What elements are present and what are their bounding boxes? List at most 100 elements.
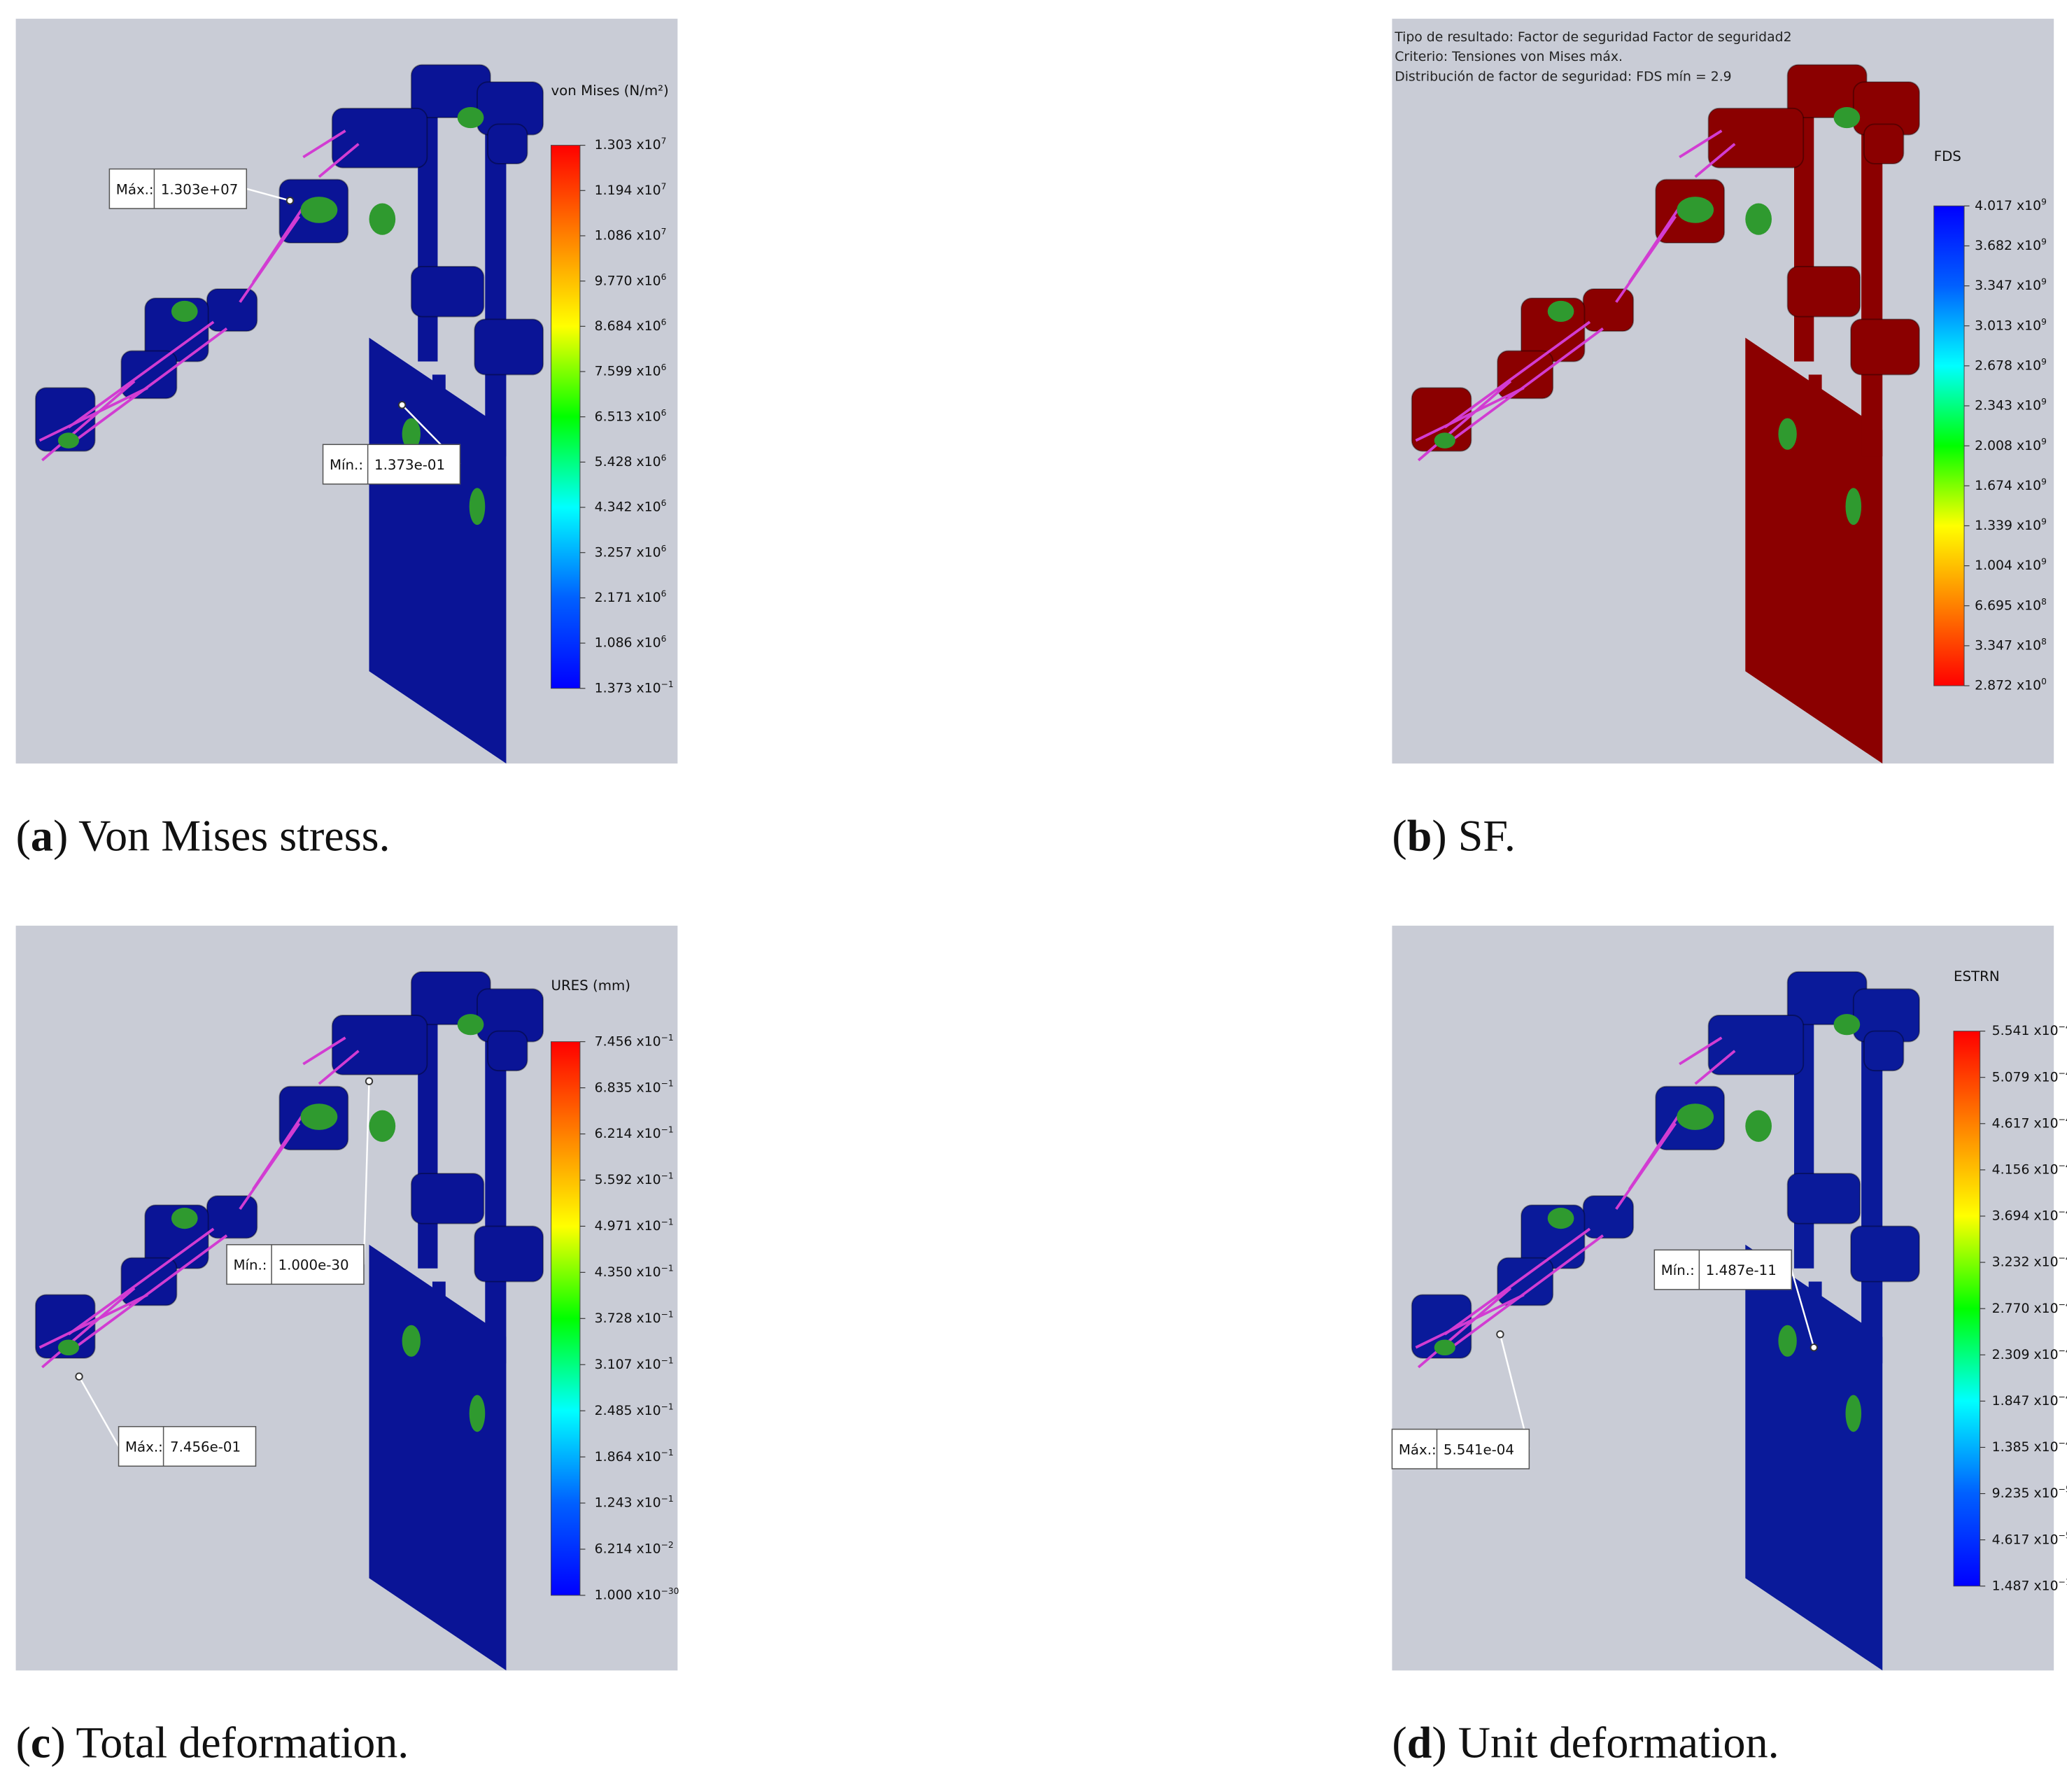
caption-text: ) SF.	[1432, 811, 1515, 861]
label-base: 4.156 x10	[1992, 1163, 2059, 1178]
label-base: 6.513 x10	[595, 409, 661, 424]
robot-link	[67, 1227, 215, 1336]
label-base: 3.347 x10	[1975, 278, 2041, 293]
colorbar-label: 2.309 x10−4	[1992, 1346, 2067, 1362]
annotation-box	[322, 444, 461, 485]
label-exponent: −5	[2059, 1485, 2067, 1495]
label-exponent: 9	[2041, 357, 2047, 367]
label-base: 5.428 x10	[595, 455, 661, 470]
load-marker	[171, 1208, 198, 1229]
label-exponent: 9	[2041, 517, 2047, 527]
robot-column	[485, 1020, 507, 1364]
caption-text: ) Total deformation.	[50, 1718, 409, 1768]
label-base: 5.541 x10	[1992, 1024, 2059, 1038]
label-base: 6.214 x10	[595, 1542, 661, 1557]
label-base: 4.971 x10	[595, 1219, 661, 1234]
label-base: 2.309 x10	[1992, 1348, 2059, 1362]
label-base: 1.674 x10	[1975, 479, 2041, 493]
robot-column	[485, 113, 507, 457]
legend-title: von Mises (N/m²)	[551, 83, 668, 99]
colorbar-label: 2.872 x100	[1975, 677, 2047, 693]
colorbar-label: 5.428 x106	[595, 453, 667, 470]
load-marker	[300, 197, 338, 223]
label-exponent: 9	[2041, 197, 2047, 206]
label-exponent: −1	[661, 1218, 674, 1227]
robot-block	[474, 318, 544, 376]
label-exponent: 9	[2041, 477, 2047, 486]
load-marker	[300, 1103, 338, 1130]
label-base: 1.004 x10	[1975, 558, 2041, 573]
label-exponent: −1	[661, 1171, 674, 1181]
label-base: 1.864 x10	[595, 1450, 661, 1465]
label-base: 7.599 x10	[595, 365, 661, 379]
colorbar-label: 3.682 x109	[1975, 237, 2047, 254]
label-exponent: 9	[2041, 437, 2047, 446]
robot-block	[410, 265, 485, 318]
colorbar-label: 9.235 x10−5	[1992, 1485, 2067, 1502]
label-base: 3.107 x10	[595, 1357, 661, 1372]
robot-column	[432, 1281, 446, 1361]
colorbar	[1933, 205, 1965, 686]
annotation-value: 1.303e+07	[161, 181, 238, 197]
result-header: Tipo de resultado: Factor de seguridad F…	[1394, 30, 1791, 45]
colorbar-label: 5.079 x10−4	[1992, 1068, 2067, 1085]
robot-link	[1679, 1036, 1723, 1066]
robot-block	[1863, 1030, 1905, 1072]
colorbar-label: 4.617 x10−5	[1992, 1531, 2067, 1548]
robot-link	[318, 1050, 360, 1085]
caption: (a) Von Mises stress.	[16, 811, 390, 861]
label-exponent: 9	[2041, 397, 2047, 407]
annotation-box	[1653, 1249, 1793, 1290]
caption-label: d	[1407, 1718, 1432, 1768]
colorbar-label: 2.171 x106	[595, 589, 667, 606]
label-base: 9.235 x10	[1992, 1486, 2059, 1501]
colorbar-label: 5.541 x10−4	[1992, 1022, 2067, 1039]
label-exponent: −1	[661, 1448, 674, 1458]
robot-plate	[1745, 1244, 1883, 1671]
label-base: 2.485 x10	[595, 1404, 661, 1418]
label-exponent: 6	[661, 362, 667, 372]
colorbar-label: 2.343 x109	[1975, 397, 2047, 414]
colorbar-label: 3.013 x109	[1975, 317, 2047, 334]
label-exponent: 0	[2041, 677, 2047, 686]
colorbar-label: 6.513 x106	[595, 408, 667, 425]
robot-link	[1415, 386, 1525, 442]
robot-column	[432, 374, 446, 454]
label-base: 1.086 x10	[595, 636, 661, 651]
colorbar-label: 7.456 x10−1	[595, 1033, 674, 1050]
colorbar-label: 3.347 x108	[1975, 637, 2047, 654]
label-exponent: −4	[2059, 1439, 2067, 1448]
label-base: 6.835 x10	[595, 1080, 661, 1095]
label-exponent: −4	[2059, 1207, 2067, 1217]
label-base: 5.592 x10	[595, 1173, 661, 1187]
label-exponent: 6	[661, 498, 667, 508]
label-base: 2.171 x10	[595, 591, 661, 605]
load-marker	[1833, 1014, 1861, 1036]
annotation-pin	[397, 401, 407, 409]
colorbar-label: 1.303 x107	[595, 136, 667, 153]
colorbar-label: 1.674 x109	[1975, 477, 2047, 493]
load-marker	[402, 418, 421, 450]
label-base: 2.678 x10	[1975, 358, 2041, 373]
label-exponent: −1	[661, 1033, 674, 1043]
colorbar	[1953, 1031, 1981, 1587]
label-exponent: −1	[661, 1125, 674, 1135]
label-exponent: 6	[661, 544, 667, 553]
label-exponent: −11	[2059, 1577, 2067, 1587]
robot-column	[1861, 113, 1883, 457]
label-exponent: −4	[2059, 1253, 2067, 1263]
caption-text: ) Von Mises stress.	[53, 811, 390, 861]
load-marker	[369, 203, 396, 235]
label-base: 1.339 x10	[1975, 518, 2041, 533]
caption-text: ) Unit deformation.	[1432, 1718, 1779, 1768]
colorbar-label: 1.243 x10−1	[595, 1494, 674, 1511]
colorbar-label: 2.008 x109	[1975, 437, 2047, 453]
leader-line	[362, 1081, 370, 1265]
colorbar-label: 4.617 x10−4	[1992, 1115, 2067, 1131]
leader-line	[1791, 1269, 1815, 1348]
annotation-key: Máx.:	[1399, 1441, 1437, 1458]
label-exponent: 6	[661, 589, 667, 599]
